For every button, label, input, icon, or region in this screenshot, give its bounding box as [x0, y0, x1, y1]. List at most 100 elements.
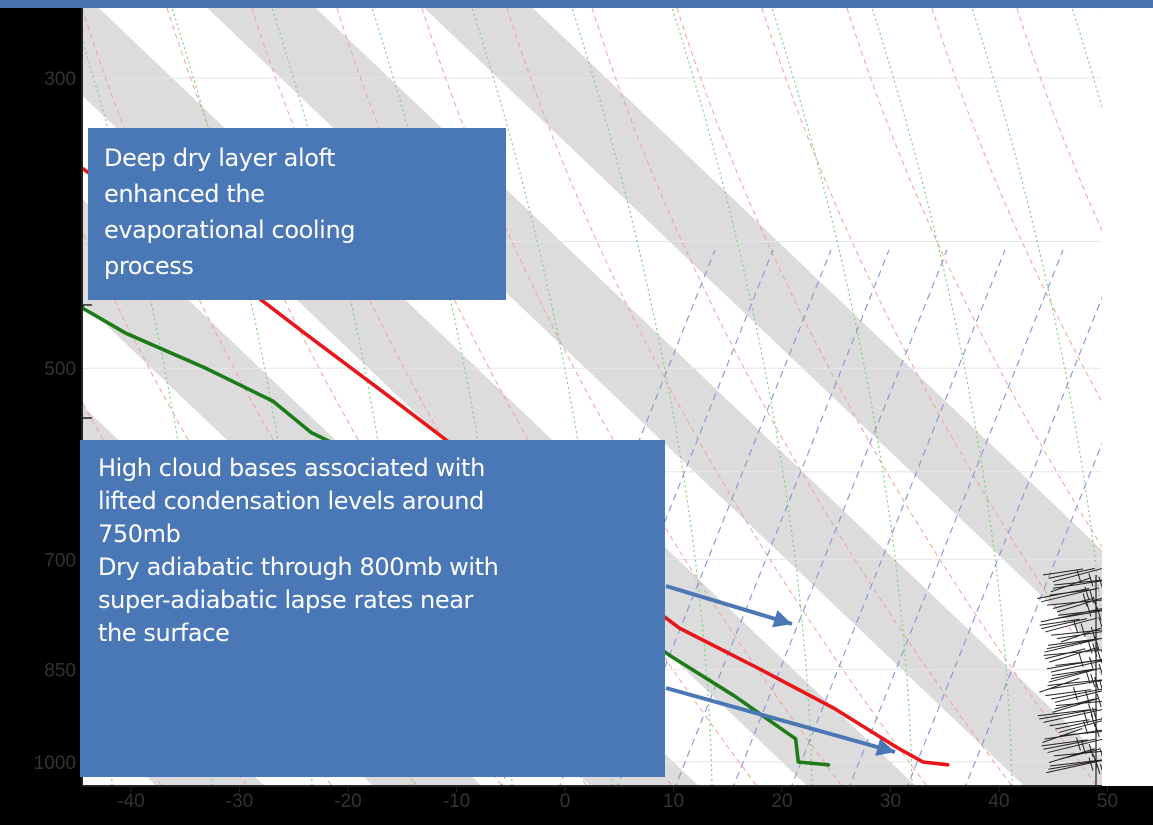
wind-barb: [1098, 576, 1102, 589]
y-tick-label: 500: [44, 359, 76, 380]
moist-adiabat: [371, 8, 513, 786]
x-tick-label: -10: [443, 791, 470, 812]
wind-barb: [1037, 709, 1090, 717]
moist-adiabat: [171, 8, 313, 786]
wind-barb: [1039, 677, 1080, 693]
annotation-line: 750mb: [98, 520, 181, 548]
wind-barb: [1056, 597, 1102, 613]
wind-barb: [1045, 648, 1086, 660]
annotation-line: lifted condensation levels around: [98, 487, 484, 515]
wind-barb: [1078, 653, 1084, 667]
moist-adiabat: [471, 8, 613, 786]
dry-adiabat: [506, 8, 928, 786]
wind-barb: [1049, 680, 1102, 690]
wind-barb: [1050, 660, 1102, 673]
wind-barb: [1099, 747, 1102, 757]
wind-barb: [1055, 700, 1102, 707]
annotation-arrowhead: [772, 610, 792, 628]
wind-barb: [1043, 649, 1102, 656]
wind-barb: [1039, 708, 1098, 720]
dry-adiabat: [591, 8, 1013, 786]
wind-barb: [1056, 610, 1102, 620]
wind-barb: [1048, 638, 1095, 646]
wind-barb: [1051, 629, 1102, 636]
dry-adiabat: [761, 8, 1102, 677]
isotherm-band: [0, 8, 48, 786]
wind-barb: [1088, 744, 1094, 758]
wind-barb: [1072, 687, 1078, 701]
mixing-ratio-line: [791, 249, 1006, 786]
moist-adiabat: [271, 8, 413, 786]
x-tick-label: 50: [1097, 791, 1118, 812]
dry-adiabat: [676, 8, 1098, 786]
annotation-arrows: [665, 584, 896, 756]
wind-barb: [1040, 608, 1102, 623]
wind-barb: [1048, 567, 1095, 579]
wind-barb: [1088, 573, 1094, 587]
wind-barb: [1056, 631, 1102, 640]
wind-barb: [1055, 718, 1102, 730]
wind-barb: [1049, 647, 1096, 663]
mixing-ratio-line: [733, 249, 948, 786]
annotation-arrow: [665, 686, 896, 754]
annotation-line: evaporational cooling: [104, 216, 356, 244]
wind-barb: [1048, 667, 1101, 683]
wind-barb: [1050, 668, 1097, 680]
wind-barb: [1094, 677, 1100, 691]
x-tick-label: 0: [560, 791, 571, 812]
wind-barb: [1039, 618, 1080, 626]
wind-barb: [1096, 646, 1102, 661]
x-tick-label: -40: [117, 791, 144, 812]
header-bar: [0, 0, 1153, 8]
wind-barb: [1046, 638, 1099, 650]
wind-barb: [1044, 729, 1102, 740]
mixing-ratio-line: [849, 249, 1064, 786]
x-tick-label: 10: [663, 791, 684, 812]
wind-barb: [1052, 697, 1099, 713]
wind-barb: [1049, 759, 1102, 767]
wind-barb: [1045, 689, 1092, 697]
wind-barb: [1054, 690, 1102, 703]
wind-barb: [1098, 616, 1102, 629]
x-tick-label: 20: [771, 791, 792, 812]
wind-barb: [1052, 598, 1094, 609]
annotation-line: High cloud bases associated with: [98, 454, 485, 482]
moist-adiabat: [971, 8, 1102, 627]
moist-adiabat: [571, 8, 713, 786]
moist-adiabat: [0, 8, 12, 786]
annotation-line: enhanced the: [104, 180, 265, 208]
wind-barb: [1041, 739, 1088, 747]
mixing-ratio-line: [965, 441, 1102, 786]
wind-barb: [1098, 663, 1102, 675]
wind-barb: [1051, 669, 1093, 676]
wind-barbs: [1037, 567, 1102, 786]
annotation-line: super-adiabatic lapse rates near: [98, 586, 474, 614]
wind-barb: [1083, 710, 1089, 724]
moist-adiabat: [671, 8, 813, 786]
wind-barb: [1100, 660, 1102, 665]
wind-barb: [1050, 577, 1092, 593]
wind-barb: [1045, 617, 1098, 633]
mixing-ratio-line: [907, 296, 1102, 786]
dry-adiabat: [336, 8, 758, 786]
wind-barb: [1054, 579, 1102, 586]
moist-adiabat: [82, 37, 213, 786]
x-tick-labels: -40 -30 -20 -10 0 10 20 30 40 50: [117, 786, 1118, 812]
annotation-line: the surface: [98, 619, 230, 647]
wind-barb: [1075, 737, 1081, 751]
moist-adiabat: [771, 8, 913, 786]
wind-barb: [1043, 738, 1096, 750]
dewpoint-line: [82, 300, 831, 767]
wind-barb: [1037, 587, 1090, 599]
y-tick-label: 300: [44, 69, 76, 90]
wind-barb: [1088, 757, 1094, 771]
wind-barb: [1060, 627, 1102, 643]
annotation-arrowhead: [875, 738, 895, 756]
wind-barb: [1048, 748, 1096, 764]
x-tick-label: 40: [988, 791, 1009, 812]
wind-barb: [1099, 680, 1102, 690]
x-tick-label: 30: [880, 791, 901, 812]
wind-barb: [1052, 567, 1102, 583]
wind-barb: [1041, 587, 1100, 603]
wind-barb: [1052, 580, 1102, 589]
